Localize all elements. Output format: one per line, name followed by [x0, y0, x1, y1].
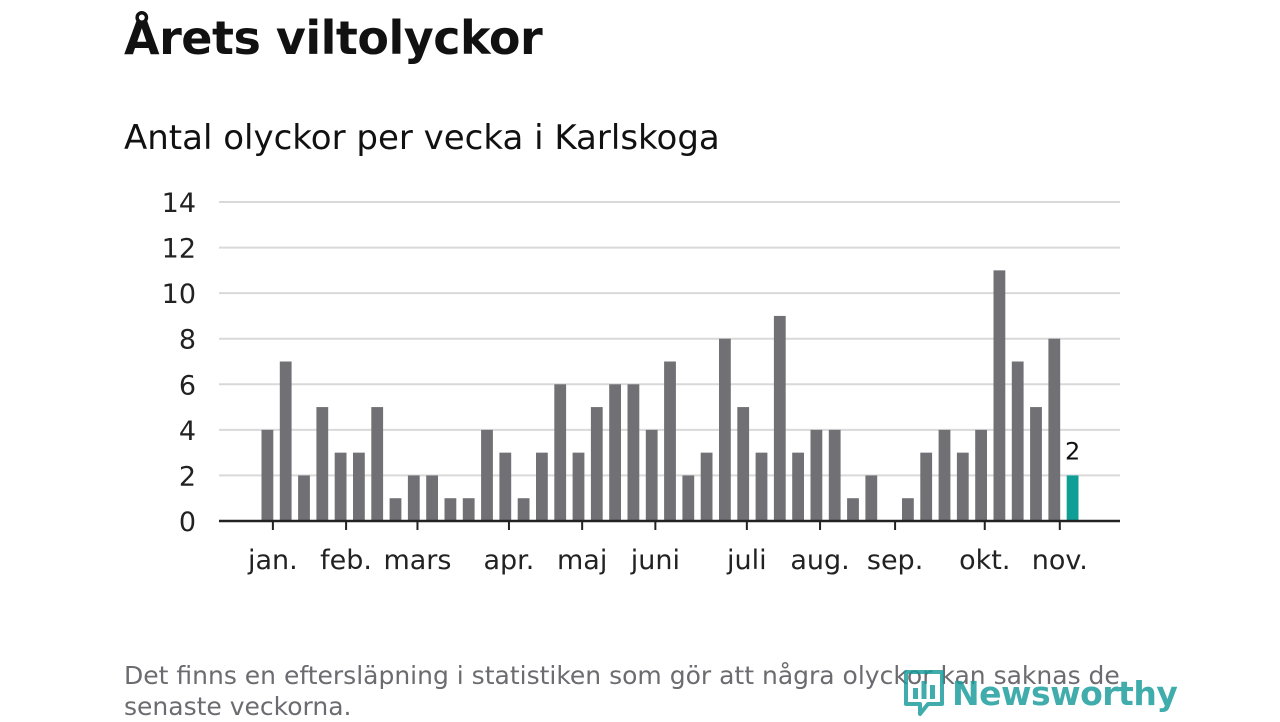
bar [481, 429, 493, 521]
bar [810, 429, 823, 521]
bar [719, 338, 731, 521]
bar [792, 452, 804, 521]
newsworthy-logo: Newsworthy [902, 668, 1178, 718]
bar [462, 498, 475, 521]
bar [645, 429, 658, 521]
bar [975, 429, 987, 521]
x-tick-label: nov. [1032, 545, 1088, 576]
bar [902, 498, 914, 521]
bar [389, 498, 402, 521]
x-tick-label: sep. [867, 545, 923, 576]
bar [371, 407, 384, 521]
bar [993, 270, 1006, 521]
x-tick-label: juni [630, 545, 680, 576]
footnote: Det finns en eftersläpning i statistiken… [124, 661, 1120, 721]
newsworthy-logo-icon [904, 670, 944, 716]
y-tick-label: 0 [179, 507, 196, 538]
x-tick-label: mars [383, 545, 451, 576]
bar [664, 361, 676, 521]
bar [1048, 338, 1061, 521]
bar [1011, 361, 1024, 521]
bar [920, 452, 933, 521]
bar [316, 407, 329, 521]
bar [298, 475, 310, 521]
x-tick-label: aug. [790, 545, 849, 576]
bar [572, 452, 585, 521]
bar [627, 384, 640, 521]
bar [755, 452, 768, 521]
bar [334, 452, 347, 521]
bar [536, 452, 548, 521]
page-title: Årets viltolyckor [124, 11, 543, 65]
bar [426, 475, 438, 521]
bar [279, 361, 292, 521]
data-label: 2 [1065, 437, 1080, 465]
y-tick-label: 12 [162, 234, 196, 265]
bar [773, 315, 786, 521]
bar [261, 429, 274, 521]
y-tick-label: 2 [179, 461, 196, 492]
bar [700, 452, 713, 521]
bar [407, 475, 420, 521]
y-tick-label: 6 [179, 370, 196, 401]
bar [444, 498, 457, 521]
newsworthy-logo-text: Newsworthy [952, 673, 1178, 713]
y-tick-label: 8 [179, 325, 196, 356]
bar [590, 407, 603, 521]
bar [956, 452, 969, 521]
bar-chart: 0 2 4 6 8 10 12 14 2 jan. feb. mars apr. maj juni juli a… [162, 188, 1120, 576]
bar [1030, 407, 1042, 521]
bar-highlight [1066, 475, 1079, 521]
x-tick-label: okt. [959, 545, 1010, 576]
y-tick-label: 4 [179, 416, 196, 447]
bar [554, 384, 567, 521]
bar [828, 429, 841, 521]
bar [682, 475, 695, 521]
chart-subtitle: Antal olyckor per vecka i Karlskoga [124, 118, 720, 158]
x-tick-label: jan. [247, 545, 298, 576]
y-tick-label: 14 [162, 188, 196, 219]
bar [517, 498, 530, 521]
bar [847, 498, 859, 521]
x-tick-label: apr. [484, 545, 535, 576]
bar [737, 407, 750, 521]
bar [609, 384, 621, 521]
bar [353, 452, 365, 521]
x-tick-label: juli [726, 545, 767, 576]
bar [938, 429, 951, 521]
x-tick-label: feb. [320, 545, 372, 576]
x-tick-label: maj [557, 545, 607, 576]
y-tick-label: 10 [162, 279, 196, 310]
bar [865, 475, 878, 521]
bar [499, 452, 512, 521]
